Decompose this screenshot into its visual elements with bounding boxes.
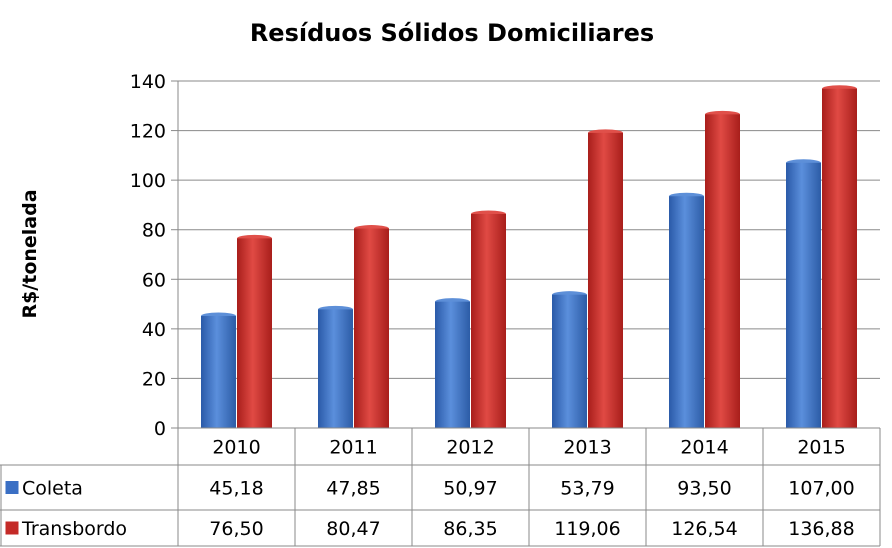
data-label-coleta: 50,97 — [443, 478, 497, 500]
data-label-transbordo: 119,06 — [554, 518, 620, 540]
bar-coleta-2014 — [669, 196, 704, 428]
bar-coleta-2011 — [318, 309, 353, 428]
y-axis-label: R$/tonelada — [19, 189, 41, 318]
x-tick-label: 2012 — [446, 437, 494, 459]
y-tick-label: 120 — [130, 121, 166, 143]
data-label-coleta: 45,18 — [209, 478, 263, 500]
legend-label-transbordo: Transbordo — [21, 518, 127, 540]
bar-transbordo-2015 — [822, 88, 857, 428]
x-tick-label: 2014 — [680, 437, 728, 459]
data-label-transbordo: 126,54 — [671, 518, 737, 540]
data-label-coleta: 93,50 — [677, 478, 731, 500]
x-tick-label: 2013 — [563, 437, 611, 459]
y-tick-label: 80 — [142, 220, 166, 242]
y-tick-label: 60 — [142, 269, 166, 291]
bar-transbordo-2010 — [237, 238, 272, 428]
bar-coleta-2013 — [552, 294, 587, 428]
bar-coleta-2010 — [201, 316, 236, 428]
data-label-coleta: 47,85 — [326, 478, 380, 500]
legend-label-coleta: Coleta — [22, 478, 83, 500]
y-tick-label: 140 — [130, 71, 166, 93]
x-tick-label: 2011 — [329, 437, 377, 459]
y-tick-label: 20 — [142, 368, 166, 390]
legend-key-transbordo — [5, 521, 19, 535]
y-tick-label: 40 — [142, 319, 166, 341]
y-tick-label: 100 — [130, 170, 166, 192]
bar-transbordo-2013 — [588, 132, 623, 428]
x-tick-label: 2010 — [212, 437, 260, 459]
bar-coleta-2012 — [435, 301, 470, 428]
bar-transbordo-2011 — [354, 228, 389, 428]
legend-key-coleta — [5, 481, 19, 494]
data-label-transbordo: 86,35 — [443, 518, 497, 540]
data-label-coleta: 107,00 — [788, 478, 854, 500]
data-label-transbordo: 136,88 — [788, 518, 854, 540]
bar-transbordo-2014 — [705, 114, 740, 428]
y-tick-label: 0 — [154, 418, 166, 440]
data-label-transbordo: 80,47 — [326, 518, 380, 540]
x-tick-label: 2015 — [797, 437, 845, 459]
chart-title: Resíduos Sólidos Domiciliares — [250, 19, 654, 47]
data-label-coleta: 53,79 — [560, 478, 614, 500]
bar-transbordo-2012 — [471, 213, 506, 428]
bar-coleta-2015 — [786, 162, 821, 429]
data-label-transbordo: 76,50 — [209, 518, 263, 540]
